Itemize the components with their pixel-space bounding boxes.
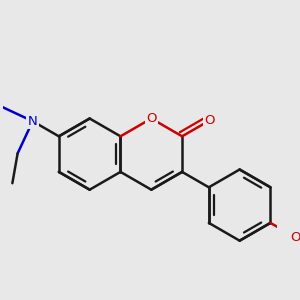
Text: O: O bbox=[146, 112, 157, 125]
Text: O: O bbox=[205, 114, 215, 127]
Text: N: N bbox=[28, 115, 38, 128]
Text: O: O bbox=[290, 231, 300, 244]
